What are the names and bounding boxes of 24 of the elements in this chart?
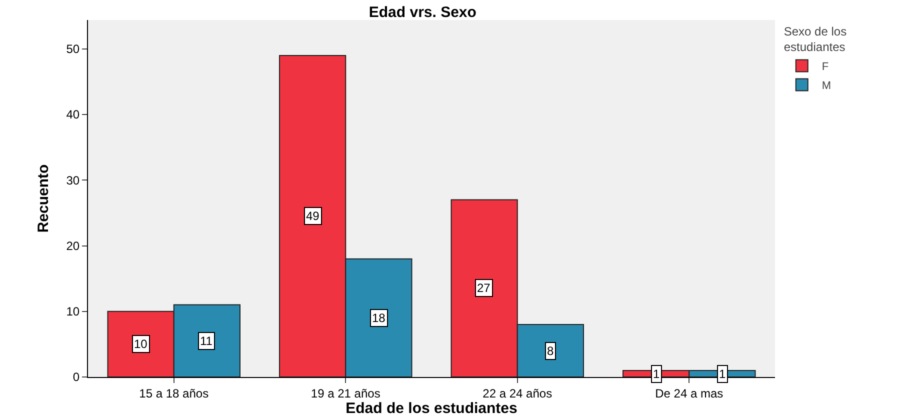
x-tick-label: 15 a 18 años [139,386,209,400]
data-label: 8 [547,344,554,358]
data-label: 49 [306,209,320,223]
x-tick-label: De 24 a mas [655,386,724,400]
y-tick-label: 40 [66,108,80,122]
y-tick-label: 0 [72,370,80,384]
data-label: 1 [719,367,726,381]
data-label: 10 [134,337,148,351]
x-tick-label: 22 a 24 años [482,386,552,400]
x-tick-label: 19 a 21 años [310,386,380,400]
y-tick-label: 10 [66,304,80,319]
chart-title: Edad vrs. Sexo [368,4,476,21]
y-tick-label: 30 [66,173,80,188]
data-label: 11 [200,334,213,348]
data-label: 1 [653,367,660,381]
data-label: 27 [477,281,491,295]
y-tick-label: 20 [66,238,80,253]
x-axis-title: Edad de los estudiantes [346,400,518,417]
legend-label: F [822,60,829,73]
data-label: 18 [372,311,386,325]
legend-title: Sexo de los estudiantes [784,24,847,54]
legend-label: M [822,80,832,92]
y-tick-label: 50 [66,42,80,56]
y-axis-title: Recuento [35,164,52,233]
